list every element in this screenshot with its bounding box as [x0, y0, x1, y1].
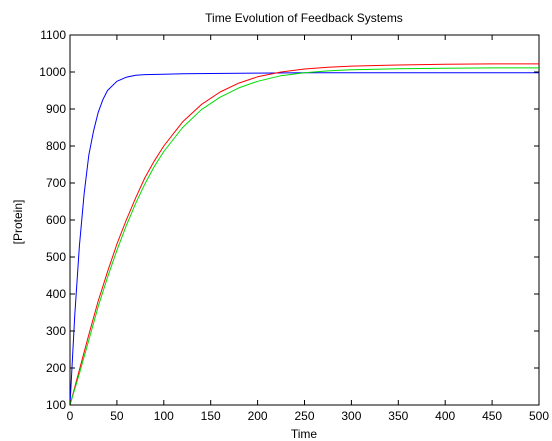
y-axis-title: [Protein] — [11, 200, 25, 245]
x-tick-label: 100 — [154, 409, 174, 423]
y-tick-label: 600 — [46, 213, 66, 227]
series-line-2 — [70, 63, 539, 405]
series-line-3 — [70, 67, 539, 405]
plot-area: 0 50 100 150 200 250 300 350 400 450 500 100 200 300 4… — [39, 28, 549, 423]
chart-title: Time Evolution of Feedback Systems — [205, 11, 403, 25]
y-tick-label: 800 — [46, 139, 66, 153]
y-tick-label: 1100 — [40, 28, 66, 42]
x-tick-label: 150 — [201, 409, 221, 423]
y-tick-label: 700 — [46, 176, 66, 190]
x-tick-label: 350 — [388, 409, 408, 423]
y-tick-label: 400 — [46, 287, 66, 301]
x-axis-title: Time — [291, 427, 318, 441]
y-tick-label: 900 — [46, 102, 66, 116]
y-tick-label: 500 — [46, 250, 66, 264]
x-tick-label: 450 — [482, 409, 502, 423]
x-tick-label: 50 — [110, 409, 124, 423]
series-line-1 — [70, 72, 539, 405]
x-tick-label: 0 — [67, 409, 74, 423]
x-tick-label: 400 — [435, 409, 455, 423]
y-tick-label: 300 — [46, 324, 66, 338]
x-tick-label: 250 — [294, 409, 314, 423]
y-tick-label: 200 — [46, 361, 66, 375]
y-tick-label: 100 — [46, 398, 66, 412]
axes-frame — [69, 34, 540, 406]
x-tick-label: 300 — [341, 409, 361, 423]
x-tick-label: 200 — [248, 409, 268, 423]
x-tick-label: 500 — [529, 409, 549, 423]
y-tick-label: 1000 — [39, 65, 66, 79]
